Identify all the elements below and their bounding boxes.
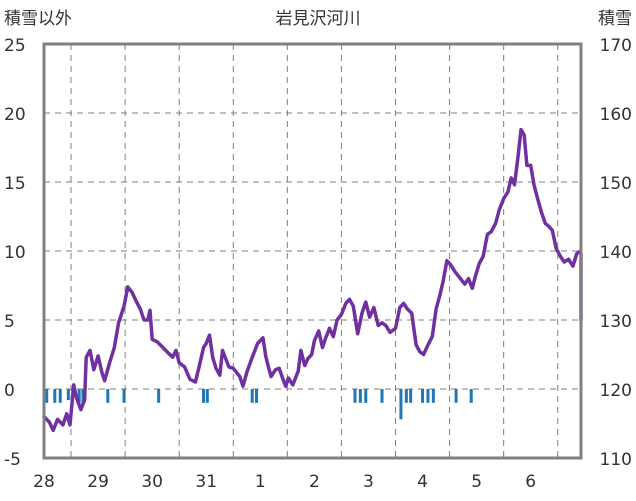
bar bbox=[431, 389, 435, 403]
y-right-ticks: 170 160 150 140 130 120 110 bbox=[600, 36, 632, 470]
y-right-tick-label: 120 bbox=[600, 381, 632, 401]
bar bbox=[205, 389, 209, 403]
bar bbox=[380, 389, 384, 403]
bar bbox=[353, 389, 357, 403]
y-left-tick-label: 25 bbox=[4, 36, 26, 56]
x-tick-label: 28 bbox=[33, 472, 55, 492]
series-line bbox=[42, 127, 583, 433]
bar bbox=[399, 389, 403, 420]
bar bbox=[250, 389, 254, 403]
x-tick-label: 6 bbox=[525, 472, 536, 492]
x-tick-label: 29 bbox=[87, 472, 109, 492]
x-ticks: 28 29 30 31 1 2 3 4 5 6 bbox=[33, 472, 536, 492]
y-right-tick-label: 160 bbox=[600, 105, 632, 125]
y-left-tick-label: 10 bbox=[4, 243, 26, 263]
bar bbox=[255, 389, 259, 403]
bar bbox=[53, 389, 57, 403]
y-right-tick-label: 140 bbox=[600, 243, 632, 263]
bar bbox=[364, 389, 368, 403]
bar bbox=[358, 389, 362, 403]
bar bbox=[421, 389, 425, 403]
x-tick-label: 5 bbox=[471, 472, 482, 492]
y-left-tick-label: 20 bbox=[4, 105, 26, 125]
bar bbox=[454, 389, 458, 403]
y-right-axis-title: 積雪 bbox=[598, 9, 632, 29]
y-left-ticks: 25 20 15 10 5 0 -5 bbox=[4, 36, 26, 470]
x-tick-label: 30 bbox=[141, 472, 163, 492]
x-tick-label: 4 bbox=[417, 472, 428, 492]
bar bbox=[404, 389, 408, 403]
bar bbox=[66, 389, 70, 401]
x-tick-label: 3 bbox=[363, 472, 374, 492]
y-left-tick-label: 5 bbox=[4, 312, 15, 332]
bar bbox=[77, 389, 81, 403]
y-right-tick-label: 130 bbox=[600, 312, 632, 332]
bar bbox=[81, 389, 85, 403]
y-left-tick-label: 15 bbox=[4, 174, 26, 194]
x-tick-label: 31 bbox=[195, 472, 217, 492]
y-left-axis-title: 積雪以外 bbox=[4, 9, 72, 29]
y-right-tick-label: 150 bbox=[600, 174, 632, 194]
line-series bbox=[42, 127, 583, 433]
x-tick-label: 2 bbox=[309, 472, 320, 492]
x-tick-label: 1 bbox=[255, 472, 266, 492]
bar-series bbox=[45, 389, 583, 420]
y-left-tick-label: 0 bbox=[4, 381, 15, 401]
bar bbox=[106, 389, 110, 403]
bar bbox=[58, 389, 62, 403]
bar bbox=[409, 389, 413, 403]
plot-frame bbox=[42, 42, 583, 460]
chart-title: 岩見沢河川 bbox=[276, 9, 361, 29]
y-left-tick-label: -5 bbox=[4, 450, 21, 470]
bar bbox=[122, 389, 126, 403]
y-right-tick-label: 110 bbox=[600, 450, 632, 470]
bar bbox=[469, 389, 473, 403]
bar bbox=[157, 389, 161, 403]
bar bbox=[426, 389, 430, 403]
y-right-tick-label: 170 bbox=[600, 36, 632, 56]
bar bbox=[45, 389, 49, 403]
bar bbox=[202, 389, 206, 403]
